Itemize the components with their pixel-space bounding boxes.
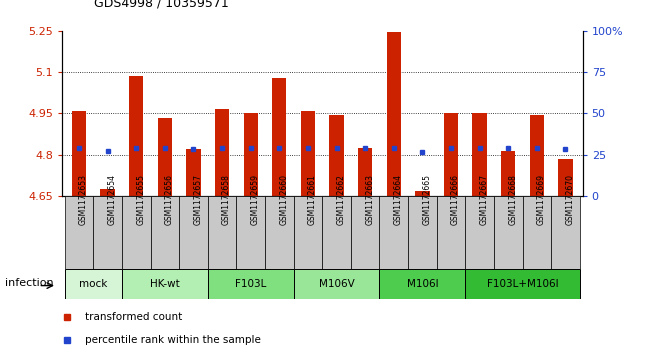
Bar — [530, 115, 544, 196]
Text: GSM1172667: GSM1172667 — [480, 174, 489, 225]
Bar — [444, 113, 458, 196]
Bar — [501, 151, 516, 196]
Text: GSM1172657: GSM1172657 — [193, 174, 202, 225]
Text: F103L+M106I: F103L+M106I — [487, 279, 559, 289]
FancyBboxPatch shape — [351, 196, 380, 269]
FancyBboxPatch shape — [93, 196, 122, 269]
Text: GSM1172666: GSM1172666 — [451, 174, 460, 225]
Bar — [158, 118, 172, 196]
Text: GSM1172663: GSM1172663 — [365, 174, 374, 225]
FancyBboxPatch shape — [380, 269, 465, 299]
Text: GSM1172654: GSM1172654 — [107, 174, 117, 225]
Text: percentile rank within the sample: percentile rank within the sample — [85, 335, 261, 345]
Bar — [329, 115, 344, 196]
Text: mock: mock — [79, 279, 107, 289]
FancyBboxPatch shape — [322, 196, 351, 269]
Bar — [72, 111, 86, 196]
Text: HK-wt: HK-wt — [150, 279, 180, 289]
Text: GSM1172664: GSM1172664 — [394, 174, 403, 225]
Text: GSM1172669: GSM1172669 — [537, 174, 546, 225]
Text: GSM1172662: GSM1172662 — [337, 174, 346, 225]
Bar — [243, 113, 258, 196]
Bar — [272, 78, 286, 196]
Text: GSM1172670: GSM1172670 — [566, 174, 574, 225]
Bar — [473, 113, 487, 196]
FancyBboxPatch shape — [408, 196, 437, 269]
Text: GSM1172653: GSM1172653 — [79, 174, 88, 225]
FancyBboxPatch shape — [494, 196, 523, 269]
Text: GSM1172668: GSM1172668 — [508, 174, 518, 225]
Text: GSM1172660: GSM1172660 — [279, 174, 288, 225]
FancyBboxPatch shape — [465, 196, 494, 269]
FancyBboxPatch shape — [122, 196, 150, 269]
Bar — [559, 159, 573, 196]
Bar — [358, 148, 372, 196]
Text: GSM1172661: GSM1172661 — [308, 174, 317, 225]
Text: M106I: M106I — [407, 279, 438, 289]
Text: GSM1172659: GSM1172659 — [251, 174, 260, 225]
Text: GDS4998 / 10359571: GDS4998 / 10359571 — [94, 0, 229, 9]
FancyBboxPatch shape — [294, 196, 322, 269]
FancyBboxPatch shape — [122, 269, 208, 299]
FancyBboxPatch shape — [208, 269, 294, 299]
FancyBboxPatch shape — [551, 196, 580, 269]
Bar — [100, 189, 115, 196]
FancyBboxPatch shape — [208, 196, 236, 269]
FancyBboxPatch shape — [465, 269, 580, 299]
FancyBboxPatch shape — [64, 269, 122, 299]
Bar — [186, 149, 201, 196]
Bar — [215, 109, 229, 196]
FancyBboxPatch shape — [380, 196, 408, 269]
FancyBboxPatch shape — [523, 196, 551, 269]
Bar — [301, 111, 315, 196]
Text: GSM1172665: GSM1172665 — [422, 174, 432, 225]
Text: M106V: M106V — [319, 279, 354, 289]
Bar — [129, 76, 143, 196]
Text: infection: infection — [5, 277, 53, 287]
Text: GSM1172655: GSM1172655 — [136, 174, 145, 225]
Bar — [415, 191, 430, 196]
Bar — [387, 32, 401, 196]
FancyBboxPatch shape — [150, 196, 179, 269]
Text: F103L: F103L — [235, 279, 266, 289]
FancyBboxPatch shape — [236, 196, 265, 269]
FancyBboxPatch shape — [64, 196, 93, 269]
FancyBboxPatch shape — [179, 196, 208, 269]
Text: GSM1172658: GSM1172658 — [222, 174, 231, 225]
FancyBboxPatch shape — [294, 269, 380, 299]
FancyBboxPatch shape — [437, 196, 465, 269]
Text: GSM1172656: GSM1172656 — [165, 174, 174, 225]
FancyBboxPatch shape — [265, 196, 294, 269]
Text: transformed count: transformed count — [85, 312, 182, 322]
